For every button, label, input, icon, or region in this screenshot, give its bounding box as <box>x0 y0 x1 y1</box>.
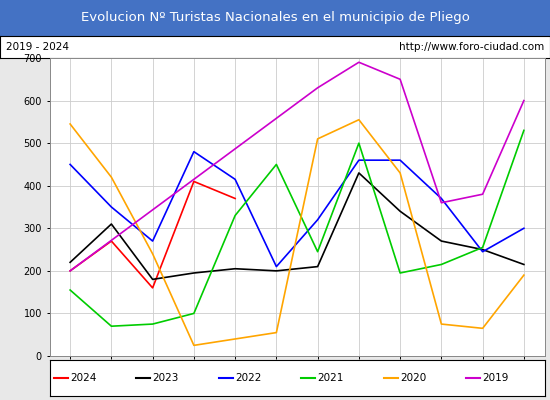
Text: 2021: 2021 <box>318 373 344 383</box>
Text: Evolucion Nº Turistas Nacionales en el municipio de Pliego: Evolucion Nº Turistas Nacionales en el m… <box>80 12 470 24</box>
Text: http://www.foro-ciudad.com: http://www.foro-ciudad.com <box>399 42 544 52</box>
Text: 2023: 2023 <box>153 373 179 383</box>
Text: 2024: 2024 <box>70 373 96 383</box>
Text: 2020: 2020 <box>400 373 426 383</box>
Text: 2019 - 2024: 2019 - 2024 <box>6 42 69 52</box>
Text: 2022: 2022 <box>235 373 261 383</box>
Text: 2019: 2019 <box>483 373 509 383</box>
